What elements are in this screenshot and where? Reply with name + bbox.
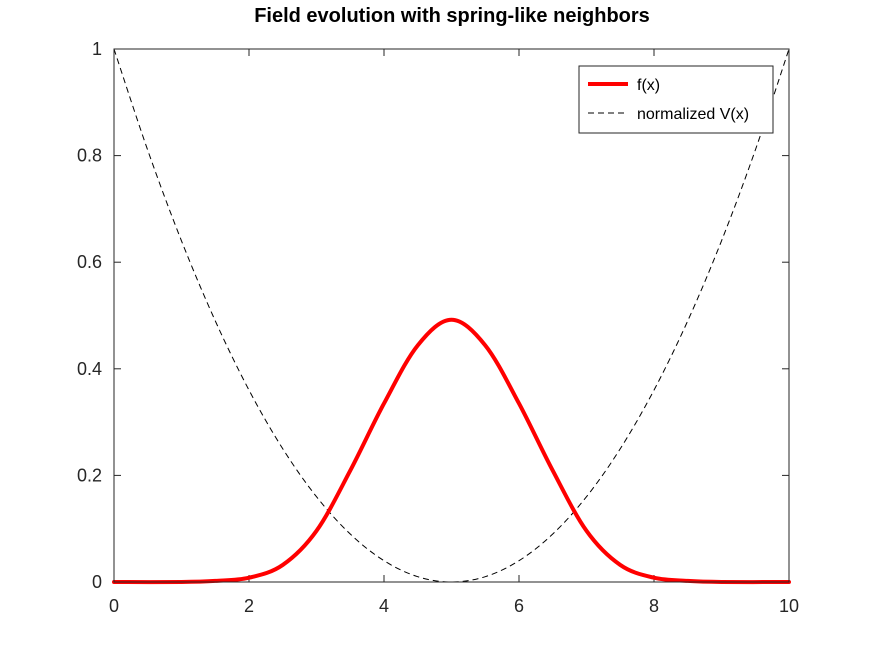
x-tick-label: 6	[514, 596, 524, 616]
series-layer	[112, 48, 791, 585]
chart-title: Field evolution with spring-like neighbo…	[254, 5, 650, 27]
series-line-f	[112, 317, 791, 585]
y-tick-label: 0	[92, 572, 102, 592]
y-tick-label: 1	[92, 39, 102, 59]
y-tick-label: 0.6	[77, 252, 102, 272]
y-tick-label: 0.8	[77, 146, 102, 166]
y-tick-label: 0.4	[77, 359, 102, 379]
plot-area	[114, 49, 789, 582]
series-line-normalized-v	[113, 48, 790, 583]
x-tick-label: 2	[244, 596, 254, 616]
y-tick-label: 0.2	[77, 465, 102, 485]
x-tick-label: 8	[649, 596, 659, 616]
x-tick-label: 10	[779, 596, 799, 616]
x-tick-label: 0	[109, 596, 119, 616]
legend-label: normalized V(x)	[637, 106, 749, 123]
legend: f(x) normalized V(x)	[578, 65, 774, 134]
legend-box	[578, 65, 774, 134]
plot-frame	[113, 48, 790, 583]
x-tick-label: 4	[379, 596, 389, 616]
axis-ticks: 0 2 4 6 8 10 0 0.2 0.4 0.6 0.8 1	[77, 39, 799, 616]
legend-label: f(x)	[637, 77, 660, 94]
